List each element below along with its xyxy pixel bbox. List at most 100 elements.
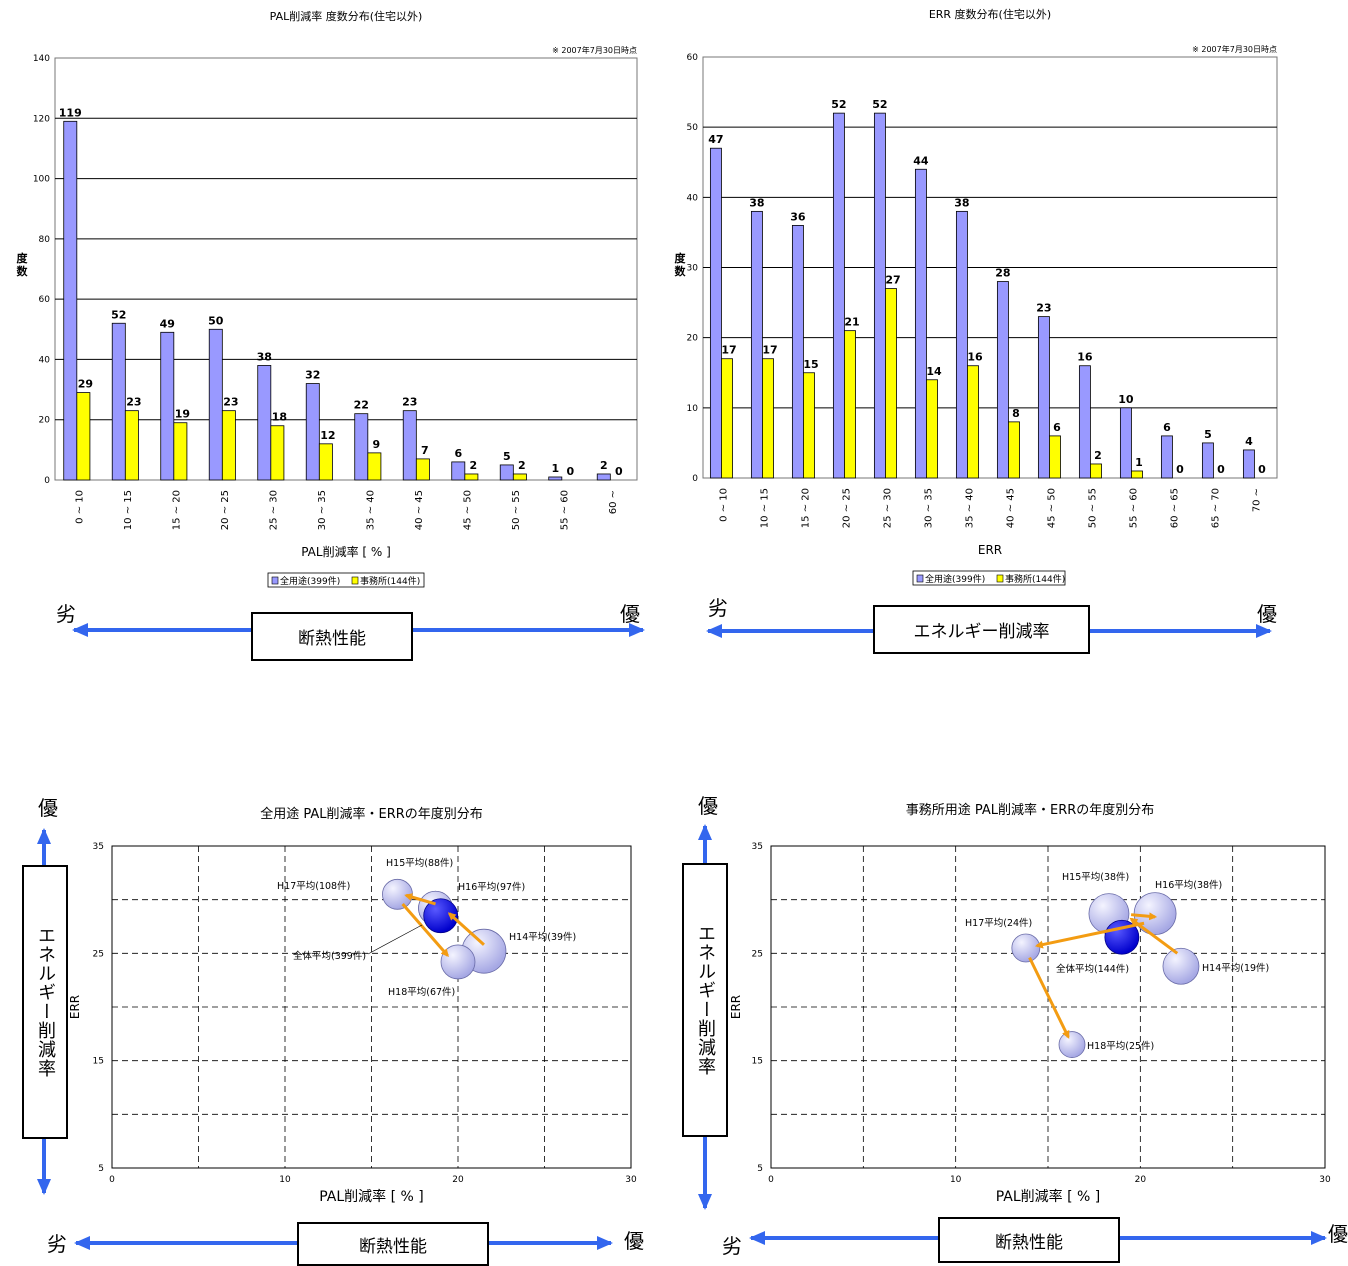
bar <box>548 476 563 481</box>
y-axis-label: 度 <box>675 251 687 265</box>
x-tick-label: 45 ~ 50 <box>462 490 473 530</box>
bar <box>402 410 417 481</box>
trend-arrow <box>447 912 485 946</box>
x-tick-label: 55 ~ 60 <box>1129 488 1140 528</box>
x-tick-label: 45 ~ 50 <box>1047 488 1058 528</box>
bar <box>1078 365 1091 479</box>
chart-title: ERR 度数分布(住宅以外) <box>929 7 1051 21</box>
data-label: 38 <box>954 196 969 209</box>
y-axis-label: 数 <box>675 264 687 278</box>
data-label: 0 <box>567 465 575 478</box>
data-label: 17 <box>721 344 736 357</box>
legend-swatch <box>351 576 359 585</box>
data-label: 12 <box>320 429 335 442</box>
insulation-label-box-bl: 断熱性能 <box>297 1222 489 1266</box>
energy-label-box-top: エネルギー削減率 <box>873 605 1090 654</box>
y-tick-label: 20 <box>39 416 51 426</box>
data-label: 49 <box>160 317 175 330</box>
bar <box>844 330 856 479</box>
data-label: 2 <box>600 459 608 472</box>
trend-arrow <box>1028 956 1070 1039</box>
legend-entry: 全用途(399件) <box>280 575 340 587</box>
data-label: 44 <box>913 154 929 167</box>
data-label: 10 <box>1118 393 1134 406</box>
x-tick-label: 50 ~ 55 <box>511 490 522 530</box>
good-label: 優 <box>698 794 718 818</box>
bar <box>750 210 763 479</box>
y-tick-label: 80 <box>39 235 51 245</box>
x-axis-label: PAL削減率 [ % ] <box>319 1188 424 1205</box>
trend-arrow <box>1130 912 1158 921</box>
data-label: 0 <box>1258 463 1266 476</box>
y-axis-label: ERR <box>68 995 82 1019</box>
bar <box>451 461 466 481</box>
data-label: 22 <box>354 399 369 412</box>
bar <box>208 328 223 481</box>
data-label: 15 <box>803 358 818 371</box>
y-tick-label: 15 <box>93 1057 104 1067</box>
bar <box>721 358 733 479</box>
bar <box>996 281 1009 479</box>
good-label: 優 <box>38 796 58 820</box>
bar <box>305 383 320 481</box>
bubble <box>1011 933 1041 963</box>
data-label: 5 <box>503 450 511 463</box>
x-tick-label: 0 <box>768 1175 774 1185</box>
x-tick-label: 60 ~ 65 <box>1170 488 1181 528</box>
bar <box>926 379 938 479</box>
x-tick-label: 40 ~ 45 <box>414 490 425 530</box>
bubble-label: H14平均(19件) <box>1202 962 1269 974</box>
bubble <box>1058 1031 1086 1058</box>
bubble-label: H18平均(25件) <box>1087 1040 1154 1052</box>
x-tick-label: 30 ~ 35 <box>317 490 328 530</box>
data-label: 23 <box>223 396 238 409</box>
insulation-label-box-br: 断熱性能 <box>938 1217 1120 1263</box>
data-label: 1 <box>551 462 559 475</box>
x-axis-label: PAL削減率 [ % ] <box>301 544 391 559</box>
bubble-label: H18平均(67件) <box>388 986 455 998</box>
x-tick-label: 10 ~ 15 <box>123 490 134 530</box>
bar <box>803 372 815 479</box>
y-tick-label: 5 <box>757 1164 763 1174</box>
y-tick-label: 60 <box>39 295 51 305</box>
chart-title: PAL削減率 度数分布(住宅以外) <box>270 9 423 23</box>
bar <box>1242 449 1255 479</box>
x-tick-label: 15 ~ 20 <box>801 488 812 528</box>
trend-arrow <box>1034 921 1145 949</box>
bar <box>1160 435 1173 479</box>
data-label: 4 <box>1245 435 1253 448</box>
x-tick-label: 30 <box>1319 1175 1331 1185</box>
y-tick-label: 35 <box>93 842 104 852</box>
bar <box>1008 421 1020 479</box>
data-label: 52 <box>872 98 887 111</box>
y-tick-label: 50 <box>687 123 699 133</box>
legend-swatch <box>271 576 279 585</box>
data-label: 27 <box>885 274 900 287</box>
data-label: 52 <box>831 98 846 111</box>
bar <box>1037 316 1050 479</box>
bar <box>955 210 968 479</box>
data-label: 17 <box>762 344 777 357</box>
x-tick-label: 0 <box>109 1175 115 1185</box>
data-label: 21 <box>844 316 859 329</box>
x-tick-label: 10 <box>950 1175 962 1185</box>
bubble <box>382 878 413 910</box>
legend-entry: 事務所(144件) <box>360 575 420 587</box>
good-label: 優 <box>1328 1222 1348 1246</box>
bubble-label: H16平均(38件) <box>1155 879 1222 891</box>
x-axis-label: PAL削減率 [ % ] <box>996 1188 1101 1205</box>
bar <box>1090 463 1102 479</box>
legend-entry: 事務所(144件) <box>1005 573 1065 585</box>
y-tick-label: 25 <box>93 949 104 959</box>
data-label: 29 <box>78 378 93 391</box>
x-tick-label: 60 ~ <box>608 490 619 514</box>
x-tick-label: 55 ~ 60 <box>559 490 570 530</box>
bubble-label: H15平均(88件) <box>386 857 453 869</box>
energy-label: エネルギー削減率 <box>913 622 1050 642</box>
insulation-label-box-top: 断熱性能 <box>251 612 413 661</box>
x-tick-label: 30 ~ 35 <box>924 488 935 528</box>
bubble <box>423 898 459 934</box>
bubble-label: H15平均(38件) <box>1062 871 1129 883</box>
bad-label: 劣 <box>47 1232 67 1256</box>
bar <box>709 147 722 479</box>
